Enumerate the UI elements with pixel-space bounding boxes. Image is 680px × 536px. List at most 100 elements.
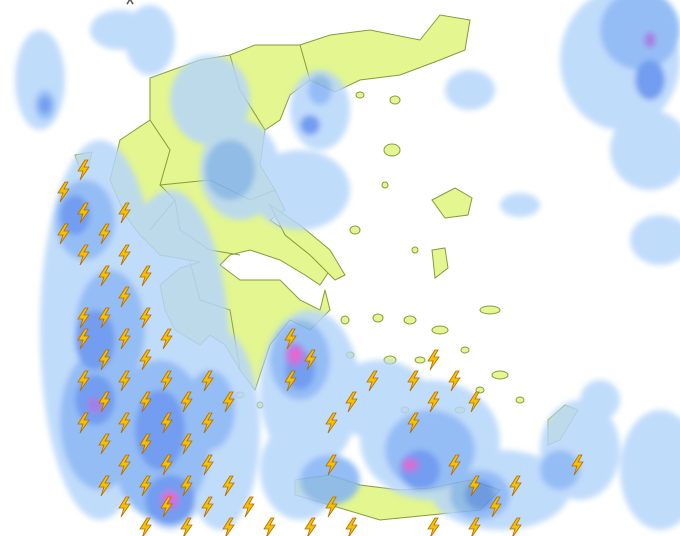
lightning-icon	[57, 181, 70, 203]
lightning-icon	[407, 412, 420, 434]
island	[403, 315, 417, 325]
lightning-icon	[448, 454, 461, 476]
lightning-icon	[118, 244, 131, 266]
lightning-icon	[571, 454, 584, 476]
lightning-icon	[509, 475, 522, 497]
lightning-icon	[118, 454, 131, 476]
lightning-icon	[118, 370, 131, 392]
lightning-icon	[201, 370, 214, 392]
precipitation-cell	[635, 60, 665, 100]
precipitation-cell	[644, 32, 656, 48]
island	[383, 143, 401, 157]
lightning-icon	[57, 223, 70, 245]
island	[431, 325, 449, 335]
lightning-icon	[180, 517, 193, 536]
lightning-icon	[77, 244, 90, 266]
lightning-icon	[118, 202, 131, 224]
precipitation-cell	[630, 215, 680, 265]
precipitation-cell	[465, 480, 495, 510]
lightning-icon	[98, 391, 111, 413]
lightning-icon	[304, 349, 317, 371]
lightning-icon	[98, 265, 111, 287]
precipitation-cell	[135, 390, 185, 470]
land-lesvos	[431, 187, 473, 219]
lightning-icon	[489, 496, 502, 518]
lightning-icon	[180, 433, 193, 455]
lightning-icon	[263, 517, 276, 536]
lightning-icon	[139, 349, 152, 371]
precipitation-cell	[405, 461, 415, 469]
precipitation-cell	[39, 97, 51, 113]
precipitation-cell	[300, 455, 360, 505]
precipitation-cell	[300, 115, 320, 135]
lightning-icon	[222, 391, 235, 413]
island	[411, 246, 419, 254]
precipitation-cell	[620, 410, 680, 530]
precipitation-cell	[600, 0, 680, 70]
island	[491, 370, 509, 380]
lightning-icon	[160, 370, 173, 392]
lightning-icon	[201, 496, 214, 518]
lightning-icon	[427, 349, 440, 371]
island	[515, 396, 525, 404]
lightning-icon	[139, 391, 152, 413]
island	[389, 95, 401, 105]
lightning-layer	[57, 159, 584, 536]
lightning-icon	[77, 307, 90, 329]
lightning-icon	[468, 475, 481, 497]
lightning-icon	[345, 391, 358, 413]
lightning-icon	[284, 370, 297, 392]
precipitation-cell	[500, 193, 540, 217]
snowflake-stroke	[129, 0, 134, 5]
island	[475, 386, 485, 394]
lightning-icon	[98, 433, 111, 455]
precipitation-cell	[205, 140, 255, 200]
snowflake-stroke	[126, 0, 131, 5]
lightning-icon	[118, 496, 131, 518]
island	[460, 346, 470, 354]
snowflake-icon	[126, 0, 134, 5]
precipitation-cell	[540, 450, 580, 490]
lightning-icon	[139, 475, 152, 497]
lightning-icon	[77, 159, 90, 181]
precipitation-layer	[15, 0, 680, 530]
precipitation-cell	[125, 5, 175, 75]
lightning-icon	[160, 328, 173, 350]
island	[479, 305, 501, 315]
precipitation-cell	[289, 348, 301, 362]
island	[349, 225, 361, 235]
lightning-icon	[118, 328, 131, 350]
lightning-icon	[118, 286, 131, 308]
lightning-icon	[139, 265, 152, 287]
lightning-icon	[77, 370, 90, 392]
lightning-icon	[139, 307, 152, 329]
precipitation-cell	[445, 70, 495, 110]
lightning-icon	[468, 391, 481, 413]
lightning-icon	[160, 412, 173, 434]
precipitation-cell	[87, 397, 103, 413]
lightning-icon	[509, 517, 522, 536]
lightning-icon	[427, 517, 440, 536]
lightning-icon	[118, 412, 131, 434]
lightning-icon	[98, 349, 111, 371]
precipitation-cell	[580, 380, 620, 420]
lightning-icon	[222, 475, 235, 497]
lightning-icon	[180, 475, 193, 497]
precipitation-cell	[185, 370, 235, 450]
island	[381, 181, 389, 189]
precipitation-cell	[308, 75, 332, 105]
island	[340, 315, 350, 325]
lightning-icon	[201, 412, 214, 434]
island	[414, 356, 426, 364]
lightning-icon	[325, 496, 338, 518]
lightning-icon	[98, 223, 111, 245]
lightning-icon	[77, 412, 90, 434]
lightning-icon	[345, 517, 358, 536]
lightning-icon	[139, 517, 152, 536]
lightning-icon	[98, 307, 111, 329]
lightning-icon	[77, 202, 90, 224]
lightning-icon	[160, 454, 173, 476]
lightning-icon	[222, 517, 235, 536]
